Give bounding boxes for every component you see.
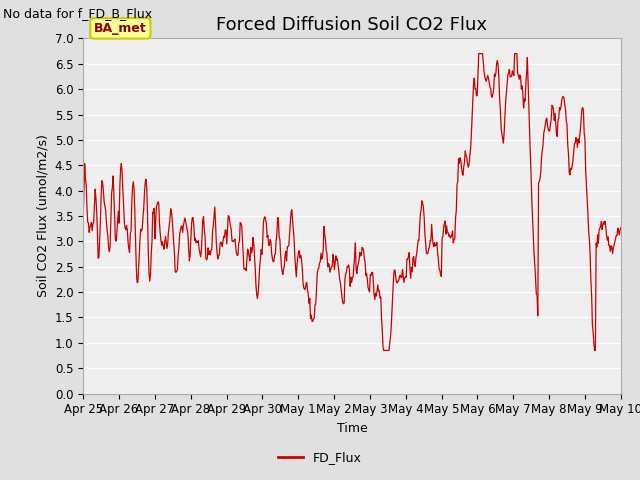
Text: No data for f_FD_B_Flux: No data for f_FD_B_Flux — [3, 7, 152, 20]
Text: BA_met: BA_met — [94, 22, 147, 35]
Legend: FD_Flux: FD_Flux — [273, 446, 367, 469]
Title: Forced Diffusion Soil CO2 Flux: Forced Diffusion Soil CO2 Flux — [216, 16, 488, 34]
Y-axis label: Soil CO2 Flux (umol/m2/s): Soil CO2 Flux (umol/m2/s) — [36, 134, 49, 298]
X-axis label: Time: Time — [337, 422, 367, 435]
